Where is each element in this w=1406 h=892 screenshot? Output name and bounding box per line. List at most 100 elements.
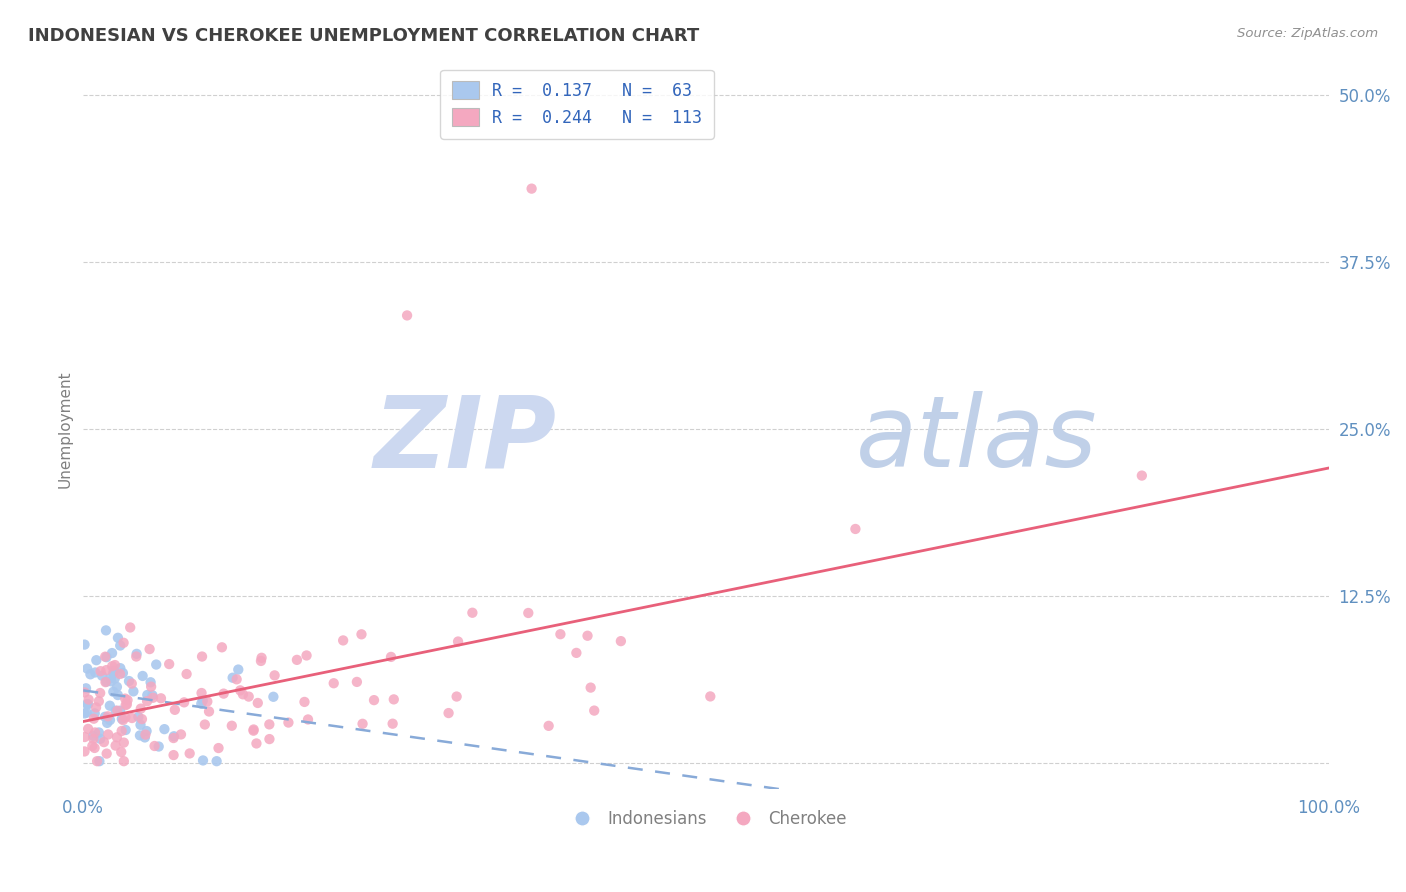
Point (198, 705, 221, 719)
Point (105, 680, 128, 694)
Point (520, 181, 543, 195)
Point (238, 690, 260, 704)
Text: Source: ZipAtlas.com: Source: ZipAtlas.com (1237, 27, 1378, 40)
Point (86, 653, 108, 667)
Point (212, 687, 235, 701)
Point (89, 686, 111, 700)
Point (446, 690, 468, 704)
Point (89, 731, 111, 746)
Point (77, 698, 100, 712)
Point (105, 704, 128, 718)
Point (86, 754, 108, 768)
Point (76, 697, 98, 711)
Point (162, 731, 184, 745)
Point (98, 698, 121, 713)
Point (352, 716, 374, 731)
Point (363, 693, 385, 707)
Point (122, 684, 145, 698)
Point (157, 657, 180, 671)
Point (294, 695, 316, 709)
Point (382, 692, 405, 706)
Point (94, 649, 117, 664)
Point (112, 735, 135, 749)
Point (699, 690, 721, 704)
Point (191, 649, 214, 664)
Point (211, 640, 233, 655)
Point (583, 704, 606, 718)
Point (190, 686, 212, 700)
Point (108, 639, 131, 653)
Point (262, 690, 284, 704)
Point (191, 693, 214, 707)
Point (579, 681, 602, 695)
Point (205, 754, 228, 768)
Point (79, 667, 101, 681)
Point (461, 606, 484, 620)
Point (297, 713, 319, 727)
Point (73, 706, 96, 721)
Point (396, 309, 419, 323)
Point (245, 736, 267, 750)
Point (83, 706, 105, 721)
Point (576, 629, 599, 643)
Point (191, 754, 214, 768)
Y-axis label: Unemployment: Unemployment (58, 370, 72, 488)
Point (87, 694, 110, 708)
Legend: Indonesians, Cherokee: Indonesians, Cherokee (558, 804, 853, 835)
Point (221, 671, 243, 685)
Point (77, 692, 100, 706)
Point (103, 664, 125, 678)
Point (129, 728, 152, 742)
Point (250, 654, 273, 668)
Point (82, 739, 104, 753)
Point (295, 648, 318, 663)
Point (97, 727, 120, 741)
Point (77, 722, 100, 736)
Point (101, 659, 124, 673)
Point (148, 739, 170, 754)
Point (565, 646, 588, 660)
Point (75, 681, 97, 696)
Point (259, 717, 281, 731)
Point (263, 668, 285, 682)
Point (110, 661, 132, 675)
Point (100, 674, 122, 689)
Point (96, 650, 118, 665)
Point (82, 729, 104, 743)
Point (94, 675, 117, 690)
Point (129, 701, 152, 715)
Point (94, 624, 117, 638)
Point (153, 722, 176, 736)
Point (97, 709, 120, 723)
Point (346, 674, 368, 689)
Point (537, 719, 560, 733)
Point (550, 627, 572, 641)
Point (246, 696, 269, 710)
Text: ZIP: ZIP (374, 392, 557, 488)
Point (73, 685, 96, 699)
Point (207, 741, 229, 756)
Point (143, 739, 166, 753)
Point (111, 665, 134, 680)
Point (108, 704, 131, 718)
Point (285, 653, 308, 667)
Point (115, 698, 138, 712)
Point (125, 649, 148, 664)
Point (82, 731, 104, 746)
Point (381, 716, 404, 731)
Point (149, 691, 172, 706)
Point (103, 665, 125, 680)
Point (844, 522, 866, 536)
Point (121, 676, 143, 690)
Point (136, 694, 159, 708)
Point (90, 664, 112, 678)
Point (107, 631, 129, 645)
Point (129, 718, 152, 732)
Point (84, 700, 107, 714)
Point (104, 739, 127, 753)
Point (84, 725, 107, 739)
Point (87, 725, 110, 739)
Point (89, 754, 111, 768)
Point (225, 673, 247, 687)
Point (136, 688, 159, 702)
